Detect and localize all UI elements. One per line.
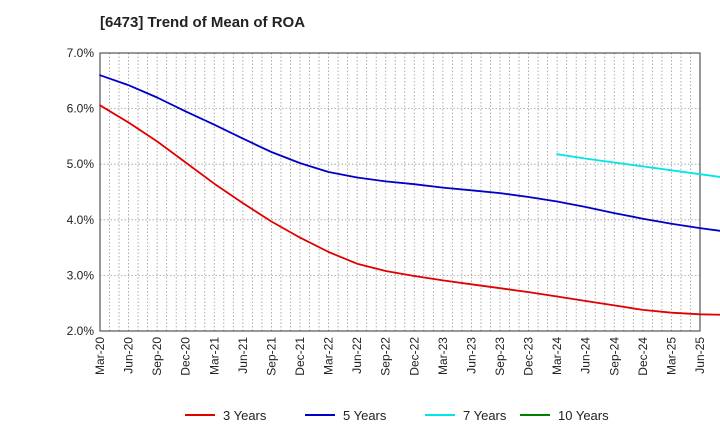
x-tick-label: Mar-25 <box>664 337 678 375</box>
y-tick-label: 7.0% <box>67 46 95 60</box>
legend-label-5-years: 5 Years <box>343 408 387 423</box>
x-tick-label: Jun-20 <box>122 337 136 374</box>
x-tick-label: Mar-24 <box>550 337 564 375</box>
axis-labels: 2.0% 3.0% 4.0% 5.0% 6.0% 7.0% Mar-20 Jun-20 Sep-… <box>67 46 707 376</box>
legend-label-3-years: 3 Years <box>223 408 267 423</box>
x-tick-label: Jun-24 <box>579 337 593 374</box>
x-tick-label: Mar-21 <box>207 337 221 375</box>
legend: 3 Years 5 Years 7 Years 10 Years <box>185 408 609 423</box>
x-tick-label: Sep-20 <box>150 337 164 376</box>
x-tick-label: Mar-20 <box>93 337 107 375</box>
y-tick-label: 6.0% <box>67 102 95 116</box>
x-tick-label: Dec-20 <box>179 337 193 376</box>
plot-frame <box>99 52 701 332</box>
x-tick-label: Sep-23 <box>493 337 507 376</box>
chart-title: [6473] Trend of Mean of ROA <box>100 14 306 31</box>
series-line-7-years <box>556 153 720 178</box>
x-tick-label: Dec-24 <box>636 337 650 376</box>
y-tick-label: 5.0% <box>67 157 95 171</box>
x-tick-label: Sep-24 <box>607 337 621 376</box>
x-tick-label: Jun-22 <box>350 337 364 374</box>
x-tick-label: Mar-23 <box>436 337 450 375</box>
legend-label-7-years: 7 Years <box>463 408 507 423</box>
x-tick-label: Mar-22 <box>322 337 336 375</box>
legend-label-10-years: 10 Years <box>558 408 609 423</box>
x-tick-label: Jun-23 <box>464 337 478 374</box>
series-line-3-years <box>99 104 720 316</box>
y-tick-label: 3.0% <box>67 268 95 282</box>
x-tick-label: Dec-22 <box>407 337 421 376</box>
series-layer <box>99 74 720 316</box>
x-tick-label: Sep-21 <box>264 337 278 376</box>
series-line-5-years <box>99 74 720 232</box>
x-tick-label: Sep-22 <box>379 337 393 376</box>
grid-layer <box>100 53 700 331</box>
x-tick-label: Dec-21 <box>293 337 307 376</box>
x-tick-label: Jun-25 <box>693 337 707 374</box>
y-tick-label: 2.0% <box>67 324 95 338</box>
x-tick-label: Jun-21 <box>236 337 250 374</box>
y-tick-label: 4.0% <box>67 213 95 227</box>
x-tick-label: Dec-23 <box>522 337 536 376</box>
